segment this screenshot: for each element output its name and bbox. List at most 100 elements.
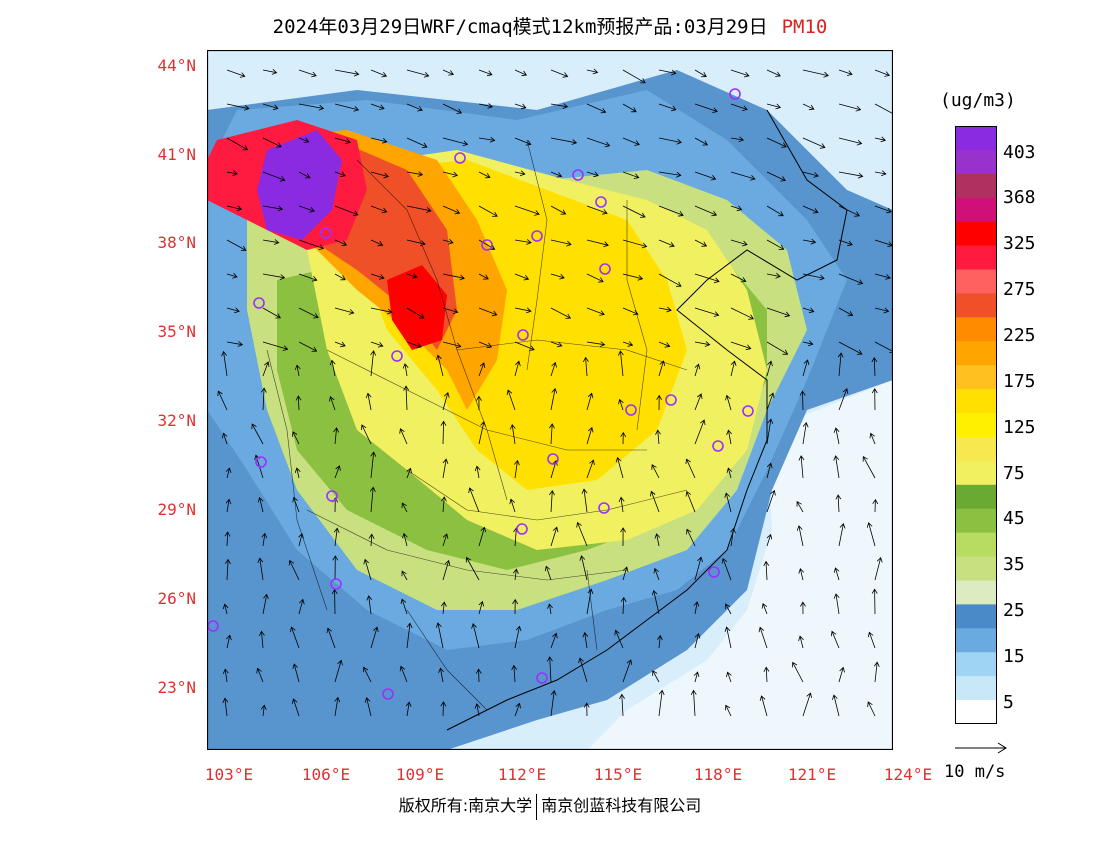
wind-arrow-icon bbox=[440, 601, 447, 615]
wind-arrow-icon bbox=[370, 103, 385, 110]
wind-arrow-icon bbox=[658, 69, 677, 76]
wind-arrow-icon bbox=[438, 667, 444, 683]
wind-arrow-icon bbox=[694, 69, 707, 78]
wind-arrow-icon bbox=[658, 137, 682, 145]
copyright-right: 南京创蓝科技有限公司 bbox=[541, 796, 702, 815]
wind-arrow-icon bbox=[329, 359, 336, 377]
wind-arrow-icon bbox=[862, 456, 876, 479]
wind-arrow-icon bbox=[334, 465, 341, 479]
city-marker-icon bbox=[255, 456, 267, 468]
wind-arrow-icon bbox=[798, 568, 805, 581]
wind-arrow-icon bbox=[226, 634, 232, 649]
wind-arrow-icon bbox=[730, 171, 756, 181]
wind-arrow-icon bbox=[652, 670, 660, 683]
wind-arrow-icon bbox=[298, 103, 325, 111]
wind-arrow-icon bbox=[654, 533, 661, 547]
wind-arrow-icon bbox=[474, 465, 481, 479]
wind-arrow-icon bbox=[871, 388, 878, 411]
wind-arrow-icon bbox=[262, 593, 269, 615]
wind-arrow-icon bbox=[224, 558, 231, 581]
wind-arrow-icon bbox=[586, 171, 599, 178]
wind-arrow-icon bbox=[262, 361, 270, 377]
wind-arrow-icon bbox=[802, 359, 810, 377]
wind-arrow-icon bbox=[442, 559, 451, 581]
colorbar-segment bbox=[955, 556, 997, 581]
wind-arrow-icon bbox=[802, 205, 819, 214]
city-marker-icon bbox=[517, 329, 529, 341]
wind-reference-arrow-icon bbox=[955, 742, 1007, 754]
wind-arrow-icon bbox=[653, 567, 660, 581]
wind-arrow-icon bbox=[622, 137, 640, 146]
lon-label-106: 106°E bbox=[301, 765, 351, 784]
wind-arrow-icon bbox=[262, 341, 289, 351]
wind-arrow-icon bbox=[730, 360, 737, 377]
wind-arrow-icon bbox=[514, 360, 521, 377]
wind-arrow-icon bbox=[442, 533, 449, 547]
wind-arrow-icon bbox=[334, 307, 355, 315]
wind-arrow-icon bbox=[796, 501, 804, 513]
wind-arrow-icon bbox=[334, 341, 346, 348]
wind-arrow-icon bbox=[298, 273, 318, 282]
wind-arrow-icon bbox=[226, 272, 238, 279]
wind-arrow-icon bbox=[399, 665, 408, 683]
wind-arrow-icon bbox=[730, 527, 736, 547]
wind-arrow-icon bbox=[586, 459, 595, 479]
wind-arrow-icon bbox=[694, 556, 703, 581]
wind-arrow-icon bbox=[442, 137, 469, 147]
wind-arrow-icon bbox=[406, 622, 413, 649]
wind-arrow-icon bbox=[694, 632, 701, 649]
wind-arrow-icon bbox=[586, 426, 594, 445]
colorbar-segment bbox=[955, 317, 997, 342]
wind-arrow-icon bbox=[651, 589, 660, 615]
wind-arrow-icon bbox=[620, 527, 627, 547]
wind-arrow-icon bbox=[874, 103, 893, 117]
wind-arrow-icon bbox=[334, 273, 346, 281]
colorbar-segment bbox=[955, 652, 997, 677]
wind-arrow-icon bbox=[620, 431, 627, 445]
wind-arrow-icon bbox=[440, 420, 447, 445]
wind-arrow-icon bbox=[334, 205, 359, 216]
wind-arrow-icon bbox=[802, 340, 814, 347]
wind-arrow-icon bbox=[759, 695, 768, 717]
wind-arrow-icon bbox=[361, 424, 372, 445]
wind-arrow-icon bbox=[550, 307, 572, 319]
wind-arrow-icon bbox=[766, 360, 773, 377]
wind-arrow-icon bbox=[871, 357, 878, 377]
wind-arrow-icon bbox=[655, 429, 661, 445]
wind-arrow-icon bbox=[833, 593, 840, 615]
wind-arrow-icon bbox=[799, 390, 806, 411]
wind-arrow-icon bbox=[724, 603, 732, 615]
wind-arrow-icon bbox=[550, 526, 559, 547]
wind-arrow-icon bbox=[838, 388, 849, 411]
wind-arrow-icon bbox=[512, 598, 519, 615]
wind-arrow-icon bbox=[442, 103, 463, 114]
map-frame bbox=[207, 50, 893, 750]
wind-arrow-icon bbox=[726, 671, 732, 683]
wind-arrow-icon bbox=[260, 387, 267, 411]
wind-arrow-icon bbox=[693, 671, 700, 683]
colorbar-label-325: 325 bbox=[1003, 233, 1036, 254]
wind-arrow-icon bbox=[370, 137, 388, 144]
wind-arrow-icon bbox=[658, 306, 672, 313]
wind-arrow-icon bbox=[615, 456, 624, 479]
wind-arrow-icon bbox=[618, 398, 624, 411]
lon-label-118: 118°E bbox=[693, 765, 743, 784]
wind-arrow-icon bbox=[730, 103, 748, 111]
wind-arrow-icon bbox=[549, 423, 555, 445]
wind-arrow-icon bbox=[506, 389, 516, 411]
wind-arrow-icon bbox=[226, 205, 243, 212]
wind-arrow-icon bbox=[549, 490, 555, 513]
wind-arrow-icon bbox=[694, 205, 718, 217]
colorbar-label-125: 125 bbox=[1003, 417, 1036, 438]
wind-arrow-icon bbox=[370, 205, 388, 214]
wind-arrow-icon bbox=[291, 698, 300, 717]
wind-arrow-icon bbox=[478, 421, 486, 445]
wind-arrow-icon bbox=[326, 627, 336, 649]
wind-arrow-icon bbox=[724, 626, 732, 649]
wind-arrow-icon bbox=[619, 693, 625, 717]
lon-label-121: 121°E bbox=[787, 765, 837, 784]
wind-arrow-icon bbox=[406, 69, 430, 78]
wind-arrow-icon bbox=[403, 385, 410, 411]
wind-arrow-icon bbox=[440, 701, 447, 717]
wind-arrow-icon bbox=[837, 352, 844, 377]
